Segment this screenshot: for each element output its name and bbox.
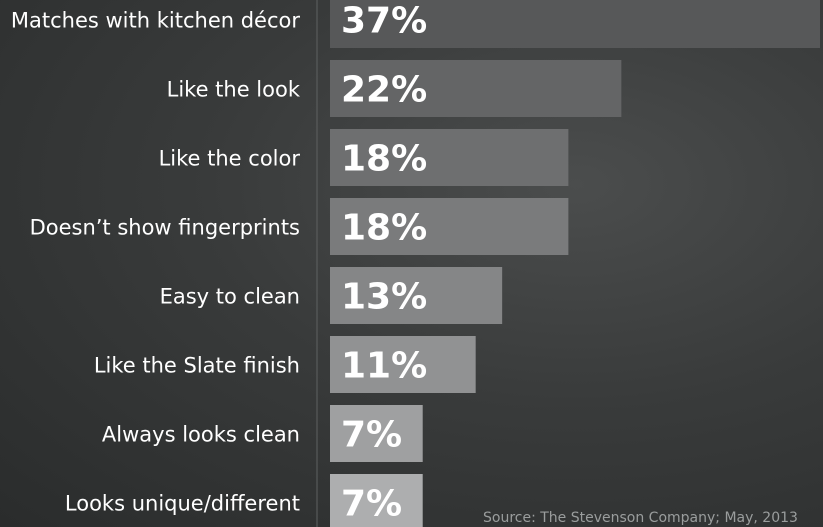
category-label: Doesn’t show fingerprints [30,216,300,240]
bars-group: Matches with kitchen décor 37% Like the lo… [11,0,820,527]
value-label: 18% [341,139,427,180]
bar [330,267,503,324]
category-label: Like the Slate finish [94,354,300,378]
category-label: Easy to clean [160,285,300,309]
value-label: 7% [341,484,402,525]
value-label: 13% [341,277,427,318]
value-label: 7% [341,415,402,456]
category-label: Always looks clean [102,423,300,447]
bar [330,474,423,527]
bar [330,405,423,462]
bar [330,60,622,117]
value-label: 18% [341,208,427,249]
bar [330,129,569,186]
category-label: Like the color [159,147,301,171]
value-label: 37% [341,1,427,42]
category-label: Matches with kitchen décor [11,9,300,33]
value-label: 22% [341,70,427,111]
bar [330,0,820,48]
category-label: Looks unique/different [65,492,300,516]
bar [330,336,476,393]
bar [330,198,569,255]
source-note: Source: The Stevenson Company; May, 2013 [483,510,798,526]
value-label: 11% [341,346,427,387]
category-label: Like the look [167,78,301,102]
